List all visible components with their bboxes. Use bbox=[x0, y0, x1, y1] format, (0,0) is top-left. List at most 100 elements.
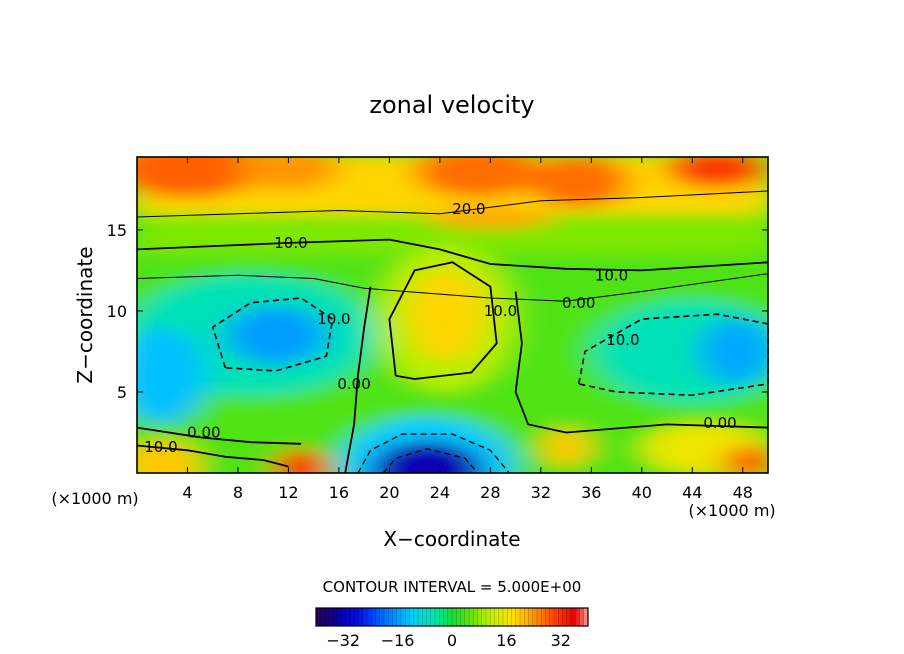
colorbar-cell bbox=[477, 608, 483, 626]
colorbar-cell bbox=[392, 608, 398, 626]
contour-10-upper bbox=[136, 238, 769, 272]
colorbar-cell bbox=[345, 608, 351, 626]
x-tick-label: 24 bbox=[430, 483, 450, 502]
min-left-core bbox=[225, 306, 327, 365]
contour-neg20-bottom bbox=[382, 448, 479, 474]
heatmap-field bbox=[137, 157, 768, 473]
colorbar-cell bbox=[401, 608, 406, 626]
colorbar-cell bbox=[545, 608, 551, 626]
colorbar-tick-label: 32 bbox=[551, 631, 571, 650]
contour-label: 0.00 bbox=[703, 414, 736, 432]
colorbar-cell bbox=[503, 608, 508, 626]
x-tick-label: 16 bbox=[329, 483, 349, 502]
x-tick-label: 36 bbox=[581, 483, 601, 502]
colorbar-cell bbox=[520, 608, 525, 626]
colorbar-cell bbox=[498, 608, 504, 626]
colorbar-cell bbox=[443, 608, 449, 626]
colorbar-cell bbox=[511, 608, 517, 626]
colorbar-cell bbox=[515, 608, 521, 626]
contour-label: 10.0 bbox=[274, 234, 307, 252]
colorbar-cell bbox=[405, 608, 410, 626]
colorbar-frame bbox=[315, 607, 589, 627]
contour-15-upper bbox=[136, 190, 769, 218]
contour-label: 10.0 bbox=[484, 302, 517, 320]
colorbar-cell bbox=[371, 608, 376, 626]
colorbar-cell bbox=[337, 608, 342, 626]
max-upper-center bbox=[414, 157, 541, 198]
contour-label: 0.00 bbox=[337, 375, 370, 393]
contour-0-left bbox=[344, 286, 372, 474]
colorbar-cell bbox=[473, 608, 478, 626]
colorbar-cell bbox=[507, 608, 512, 626]
x-tick-label: 20 bbox=[379, 483, 399, 502]
y-tick-label: 15 bbox=[107, 221, 127, 240]
contour-lines bbox=[136, 190, 769, 474]
colorbar-cell bbox=[341, 608, 347, 626]
colorbar-tick-label: −32 bbox=[326, 631, 360, 650]
colorbar-cell bbox=[566, 608, 572, 626]
colorbar-cell bbox=[422, 608, 427, 626]
colorbar-cell bbox=[324, 608, 330, 626]
contour-label: 10.0 bbox=[595, 266, 628, 284]
y-tick-label: 5 bbox=[117, 383, 127, 402]
colorbar-tick-label: −16 bbox=[381, 631, 415, 650]
colorbar-cell bbox=[375, 608, 381, 626]
colorbar-cell bbox=[447, 608, 453, 626]
min-right-core bbox=[698, 319, 768, 384]
max-bottom-right-c bbox=[723, 445, 768, 473]
colorbar-cell bbox=[579, 608, 585, 626]
colorbar-cell bbox=[358, 608, 364, 626]
colorbar-cell bbox=[486, 608, 491, 626]
colorbar-cell bbox=[350, 608, 355, 626]
colorbar-cell bbox=[528, 608, 534, 626]
colorbar-cell bbox=[456, 608, 461, 626]
x-units-right: (×1000 m) bbox=[688, 501, 775, 520]
contour-label: 0.00 bbox=[187, 423, 220, 441]
max-upper-left-2 bbox=[237, 157, 339, 190]
contour-neg10-bottom bbox=[357, 433, 510, 474]
contour-5-upper bbox=[136, 273, 769, 302]
colorbar-cell bbox=[583, 608, 589, 626]
max-upper-left bbox=[137, 157, 264, 198]
colorbar-cell bbox=[435, 608, 440, 626]
colorbar-cell bbox=[396, 608, 402, 626]
colorbar-cell bbox=[413, 608, 419, 626]
colorbar bbox=[315, 607, 589, 627]
colorbar-cell bbox=[464, 608, 470, 626]
min-far-left bbox=[137, 327, 207, 425]
colorbar-cell bbox=[571, 608, 576, 626]
x-tick-label: 32 bbox=[531, 483, 551, 502]
contour-label: 10.0 bbox=[317, 310, 350, 328]
chart-title: zonal velocity bbox=[369, 91, 534, 119]
x-tick-label: 28 bbox=[480, 483, 500, 502]
contour-label: 0.00 bbox=[562, 294, 595, 312]
colorbar-cell bbox=[333, 608, 338, 626]
colorbar-cell bbox=[490, 608, 495, 626]
max-upper-right bbox=[528, 157, 630, 208]
colorbar-cell bbox=[430, 608, 436, 626]
contour-0-bottom-left bbox=[136, 426, 302, 445]
x-units-left: (×1000 m) bbox=[51, 489, 138, 508]
colorbar-cell bbox=[328, 608, 334, 626]
colorbar-cell bbox=[541, 608, 546, 626]
max-upper-corner bbox=[667, 157, 768, 188]
colorbar-cell bbox=[384, 608, 389, 626]
colorbar-cell bbox=[524, 608, 529, 626]
colorbar-cell bbox=[316, 608, 321, 626]
x-tick-label: 44 bbox=[682, 483, 702, 502]
x-axis: 4 8 12 16 20 24 28 32 36 40 44 48 bbox=[182, 157, 753, 502]
colorbar-cell bbox=[537, 608, 542, 626]
colorbar-cell bbox=[388, 608, 393, 626]
colorbar-cell bbox=[460, 608, 466, 626]
contour-10-bottom-left bbox=[136, 444, 289, 468]
colorbar-cell bbox=[367, 608, 372, 626]
colorbar-cell bbox=[362, 608, 368, 626]
colorbar-cell bbox=[409, 608, 415, 626]
y-axis: 5 10 15 bbox=[107, 221, 768, 402]
colorbar-cell bbox=[354, 608, 359, 626]
x-tick-label: 8 bbox=[233, 483, 243, 502]
x-tick-label: 4 bbox=[182, 483, 192, 502]
colorbar-cell bbox=[426, 608, 432, 626]
